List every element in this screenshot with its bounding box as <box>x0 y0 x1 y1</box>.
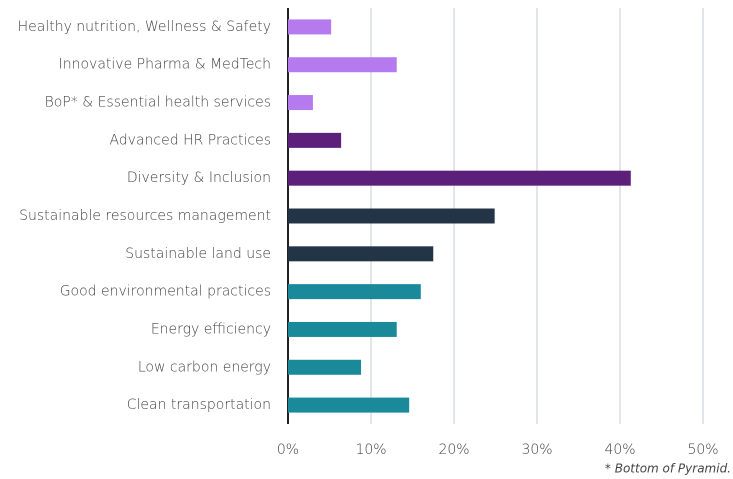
y-tick-label: Advanced HR Practices <box>109 132 271 148</box>
y-tick-label: Sustainable resources management <box>19 208 271 224</box>
bar <box>288 95 313 111</box>
y-tick-label: Innovative Pharma & MedTech <box>59 57 271 73</box>
x-tick-label: 50% <box>687 442 718 458</box>
y-tick-label: Healthy nutrition, Wellness & Safety <box>18 19 271 35</box>
bar <box>288 132 342 148</box>
bar <box>288 246 434 262</box>
x-tick-label: 20% <box>438 442 469 458</box>
y-tick-label: Diversity & Inclusion <box>127 170 271 186</box>
bar <box>288 19 332 35</box>
y-tick-label: Low carbon energy <box>138 359 271 375</box>
bar <box>288 321 397 337</box>
x-tick-label: 10% <box>355 442 386 458</box>
y-tick-label: Energy efficiency <box>151 321 271 337</box>
bar <box>288 397 410 413</box>
y-tick-label: BoP* & Essential health services <box>45 95 271 111</box>
x-tick-label: 0% <box>277 442 299 458</box>
footnote: * Bottom of Pyramid. <box>605 462 731 476</box>
y-tick-label: Sustainable land use <box>125 246 271 262</box>
y-tick-label: Good environmental practices <box>60 284 271 300</box>
bar <box>288 284 421 300</box>
x-tick-label: 30% <box>521 442 552 458</box>
bar <box>288 57 397 73</box>
bar <box>288 208 495 224</box>
bar <box>288 170 631 186</box>
bar <box>288 359 362 375</box>
x-tick-label: 40% <box>604 442 635 458</box>
y-tick-label: Clean transportation <box>127 397 271 413</box>
